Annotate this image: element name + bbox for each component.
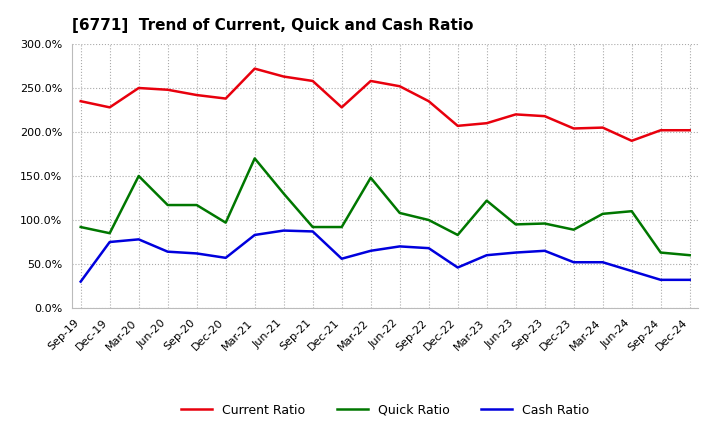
Current Ratio xyxy=(76,99,85,104)
Cash Ratio xyxy=(454,265,462,270)
Current Ratio xyxy=(598,125,607,130)
Cash Ratio xyxy=(598,260,607,265)
Current Ratio xyxy=(454,123,462,128)
Quick Ratio xyxy=(221,220,230,225)
Current Ratio xyxy=(482,121,491,126)
Cash Ratio xyxy=(541,248,549,253)
Current Ratio xyxy=(685,128,694,133)
Cash Ratio xyxy=(279,228,288,233)
Cash Ratio xyxy=(163,249,172,254)
Quick Ratio xyxy=(308,224,317,230)
Quick Ratio xyxy=(511,222,520,227)
Quick Ratio xyxy=(251,156,259,161)
Cash Ratio xyxy=(308,229,317,234)
Quick Ratio xyxy=(482,198,491,203)
Cash Ratio xyxy=(395,244,404,249)
Current Ratio xyxy=(251,66,259,71)
Quick Ratio xyxy=(163,202,172,208)
Quick Ratio xyxy=(454,232,462,238)
Quick Ratio xyxy=(76,224,85,230)
Cash Ratio xyxy=(657,277,665,282)
Current Ratio xyxy=(627,138,636,143)
Current Ratio xyxy=(221,96,230,101)
Current Ratio xyxy=(279,74,288,79)
Cash Ratio xyxy=(338,256,346,261)
Current Ratio xyxy=(135,85,143,91)
Cash Ratio xyxy=(570,260,578,265)
Quick Ratio xyxy=(105,231,114,236)
Cash Ratio xyxy=(221,255,230,260)
Cash Ratio xyxy=(135,237,143,242)
Current Ratio xyxy=(511,112,520,117)
Quick Ratio xyxy=(657,250,665,255)
Quick Ratio xyxy=(192,202,201,208)
Quick Ratio xyxy=(279,191,288,196)
Cash Ratio xyxy=(482,253,491,258)
Quick Ratio xyxy=(135,173,143,179)
Current Ratio xyxy=(541,114,549,119)
Current Ratio xyxy=(424,99,433,104)
Current Ratio xyxy=(105,105,114,110)
Quick Ratio xyxy=(424,217,433,223)
Text: [6771]  Trend of Current, Quick and Cash Ratio: [6771] Trend of Current, Quick and Cash … xyxy=(72,18,473,33)
Cash Ratio xyxy=(192,251,201,256)
Current Ratio xyxy=(570,126,578,131)
Cash Ratio xyxy=(627,268,636,274)
Current Ratio xyxy=(308,78,317,84)
Current Ratio xyxy=(395,84,404,89)
Cash Ratio xyxy=(685,277,694,282)
Current Ratio xyxy=(657,128,665,133)
Cash Ratio xyxy=(424,246,433,251)
Line: Cash Ratio: Cash Ratio xyxy=(81,231,690,282)
Legend: Current Ratio, Quick Ratio, Cash Ratio: Current Ratio, Quick Ratio, Cash Ratio xyxy=(176,399,594,422)
Current Ratio xyxy=(366,78,375,84)
Quick Ratio xyxy=(395,210,404,216)
Quick Ratio xyxy=(570,227,578,232)
Quick Ratio xyxy=(627,209,636,214)
Current Ratio xyxy=(192,92,201,98)
Cash Ratio xyxy=(366,248,375,253)
Line: Quick Ratio: Quick Ratio xyxy=(81,158,690,255)
Quick Ratio xyxy=(685,253,694,258)
Cash Ratio xyxy=(511,250,520,255)
Quick Ratio xyxy=(338,224,346,230)
Line: Current Ratio: Current Ratio xyxy=(81,69,690,141)
Quick Ratio xyxy=(598,211,607,216)
Cash Ratio xyxy=(76,279,85,284)
Cash Ratio xyxy=(251,232,259,238)
Cash Ratio xyxy=(105,239,114,245)
Current Ratio xyxy=(163,87,172,92)
Quick Ratio xyxy=(541,221,549,226)
Current Ratio xyxy=(338,105,346,110)
Quick Ratio xyxy=(366,175,375,180)
